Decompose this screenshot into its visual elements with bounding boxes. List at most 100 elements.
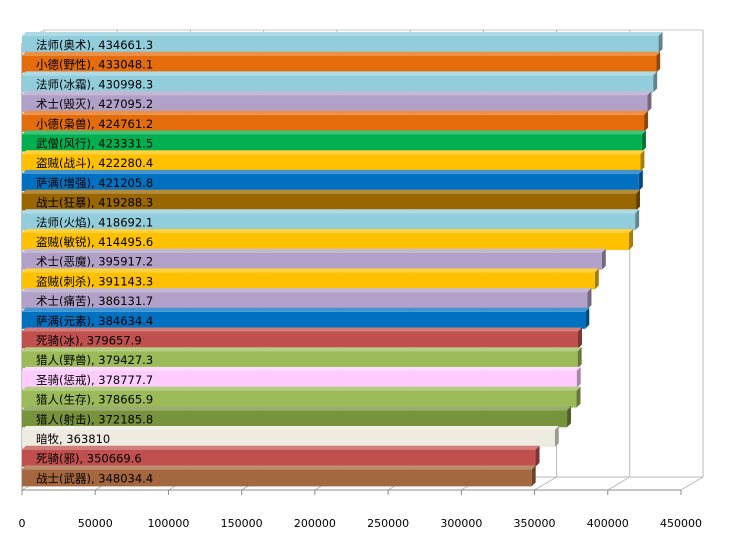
bar: 法师(奥术), 434661.3 [22,32,663,53]
bar-side-face [576,366,581,388]
bar-front [22,213,636,231]
x-axis: 0 50000 100000 150000 200000 250000 300000 3500… [19,489,702,530]
bar-top-face [22,110,649,115]
bar-side-face [567,406,572,428]
bar-front [22,193,637,211]
bar-top-face [22,307,590,312]
bar-side-face [640,150,645,172]
bar-series: 法师(奥术), 434661.3 小德(野性), 433048.1 法师(冰霜), … [22,32,663,487]
bar-side-face [638,169,643,191]
bar-front [22,449,536,467]
bar-label: 圣骑(惩戒), 378777.7 [36,373,153,387]
bar-label: 法师(火焰), 418692.1 [36,215,153,229]
bar: 暗牧, 363810 [22,426,559,447]
bar: 法师(冰霜), 430998.3 [22,71,658,93]
bar: 猎人(射击), 372185.8 [22,406,572,428]
bar: 死骑(冰), 379657.9 [22,327,582,349]
bar: 术士(恶魔), 395917.2 [22,248,606,270]
bar-front [22,430,555,447]
bar: 战士(武器), 348034.4 [22,465,536,487]
bar-side-face [594,268,599,290]
bar-side-face [641,130,646,152]
bar-label: 小德(野性), 433048.1 [36,58,153,72]
bar: 盗贼(敏锐), 414495.6 [22,229,634,250]
bar-label: 猎人(野兽), 379427.3 [36,353,153,367]
bar-top-face [22,51,661,56]
bar-side-face [531,465,536,487]
bar-label: 萨满(增强), 421205.8 [36,176,153,190]
bar-label: 术士(痛苦), 386131.7 [36,294,153,308]
bar-label: 法师(冰霜), 430998.3 [36,77,153,91]
bar-side-face [629,229,634,250]
bar-front [22,134,642,152]
bar-top-face [22,386,581,391]
bar: 术士(毁灭), 427095.2 [22,91,652,113]
bar-front [22,311,586,329]
bar-top-face [22,71,658,76]
bar-top-face [22,445,540,450]
bar-front [22,469,532,487]
x-tick-label: 50000 [78,517,113,530]
bar: 死骑(邪), 350669.6 [22,445,540,467]
x-tick-label: 250000 [367,517,409,530]
bar-label: 盗贼(刺杀), 391143.3 [36,274,153,288]
bar-label: 法师(奥术), 434661.3 [36,38,153,52]
bar-top-face [22,366,581,371]
bar-top-face [22,91,652,96]
bar-label: 小德(枭兽), 424761.2 [36,117,153,131]
bar-top-face [22,32,663,36]
x-tick-label: 450000 [660,517,702,530]
bar-side-face [577,347,582,369]
bar: 战士(狂暴), 419288.3 [22,189,641,211]
bar-front [22,252,602,270]
bar: 武僧(风行), 423331.5 [22,130,646,152]
bar: 猎人(生存), 378665.9 [22,386,581,408]
bar-side-face [585,307,590,329]
x-tick-label: 400000 [587,517,629,530]
bar-top-face [22,465,536,470]
bar-label: 暗牧, 363810 [36,432,110,446]
bar-front [22,390,577,408]
bar-side-face [636,189,641,211]
bar-label: 死骑(冰), 379657.9 [36,334,142,348]
bar-label: 战士(狂暴), 419288.3 [36,196,153,210]
bar: 小德(枭兽), 424761.2 [22,110,649,132]
bar-front [22,55,657,73]
x-tick-label: 100000 [147,517,189,530]
bar-side-face [601,248,606,270]
bar-top-face [22,130,646,135]
bar: 小德(野性), 433048.1 [22,51,661,73]
bar-top-face [22,327,582,332]
bar-side-face [577,327,582,349]
bar-top-face [22,288,592,293]
x-tick-label: 350000 [514,517,556,530]
bar-top-face [22,347,582,352]
bar-front [22,331,578,349]
bar-side-face [554,426,559,447]
bar-front [22,75,654,93]
bar-side-face [647,91,652,113]
bar-label: 猎人(射击), 372185.8 [36,412,153,426]
bar-label: 猎人(生存), 378665.9 [36,393,153,407]
bar-front [22,173,639,191]
bar: 盗贼(战斗), 422280.4 [22,150,645,172]
bar-label: 萨满(元素), 384634.4 [36,314,153,328]
bar: 萨满(增强), 421205.8 [22,169,643,191]
bar-side-face [635,209,640,231]
bar-top-face [22,229,634,233]
bar: 盗贼(刺杀), 391143.3 [22,268,599,290]
bar: 圣骑(惩戒), 378777.7 [22,366,581,388]
bar-top-face [22,426,559,430]
bar-label: 盗贼(敏锐), 414495.6 [36,235,153,249]
bar-side-face [658,32,663,53]
bar-front [22,154,641,172]
x-tick-label: 300000 [440,517,482,530]
bar-front [22,36,659,53]
bar-front [22,370,577,388]
bar-side-face [587,288,592,310]
bar-top-face [22,209,640,214]
bar-front [22,233,630,250]
bar-front [22,351,578,369]
bar-label: 战士(武器), 348034.4 [36,471,153,485]
